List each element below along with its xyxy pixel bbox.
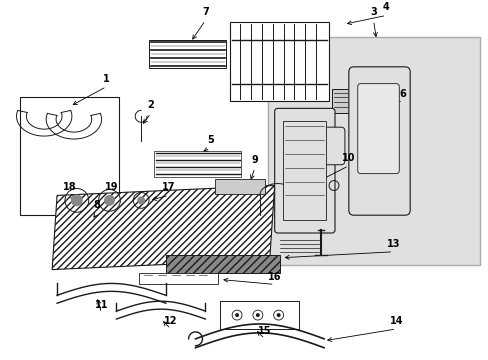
Bar [20, 96, 119, 215]
Text: 16: 16 [267, 271, 281, 282]
Text: 12: 12 [164, 316, 177, 326]
Bar [230, 22, 328, 102]
Text: 8: 8 [93, 200, 100, 210]
Text: 15: 15 [258, 326, 271, 336]
Text: 4: 4 [382, 3, 389, 13]
Text: 13: 13 [386, 239, 399, 249]
Bar [154, 151, 241, 177]
Circle shape [255, 313, 259, 317]
Text: 19: 19 [104, 183, 118, 193]
Text: 9: 9 [251, 155, 258, 165]
Text: 17: 17 [162, 183, 175, 193]
Text: 18: 18 [63, 183, 77, 193]
Bar [331, 89, 376, 113]
Text: 11: 11 [95, 300, 108, 310]
Text: 3: 3 [369, 8, 376, 17]
Circle shape [235, 313, 239, 317]
Bar [149, 40, 226, 68]
Bar [220, 301, 299, 329]
Text: 1: 1 [103, 74, 110, 84]
Circle shape [71, 194, 82, 206]
Bar [139, 273, 218, 284]
Text: 7: 7 [202, 8, 208, 17]
FancyBboxPatch shape [348, 67, 409, 215]
Circle shape [137, 197, 145, 204]
FancyBboxPatch shape [274, 108, 334, 233]
Circle shape [276, 313, 280, 317]
Circle shape [104, 195, 115, 206]
Text: 14: 14 [389, 316, 402, 326]
Text: 5: 5 [206, 135, 213, 145]
Bar [215, 179, 264, 194]
Bar [267, 37, 479, 265]
Polygon shape [52, 185, 274, 270]
FancyBboxPatch shape [357, 84, 399, 174]
Bar [282, 121, 325, 220]
Text: 6: 6 [399, 89, 406, 99]
Bar [165, 255, 279, 273]
Text: 2: 2 [147, 100, 154, 111]
Text: 10: 10 [342, 153, 355, 163]
FancyBboxPatch shape [315, 127, 344, 165]
